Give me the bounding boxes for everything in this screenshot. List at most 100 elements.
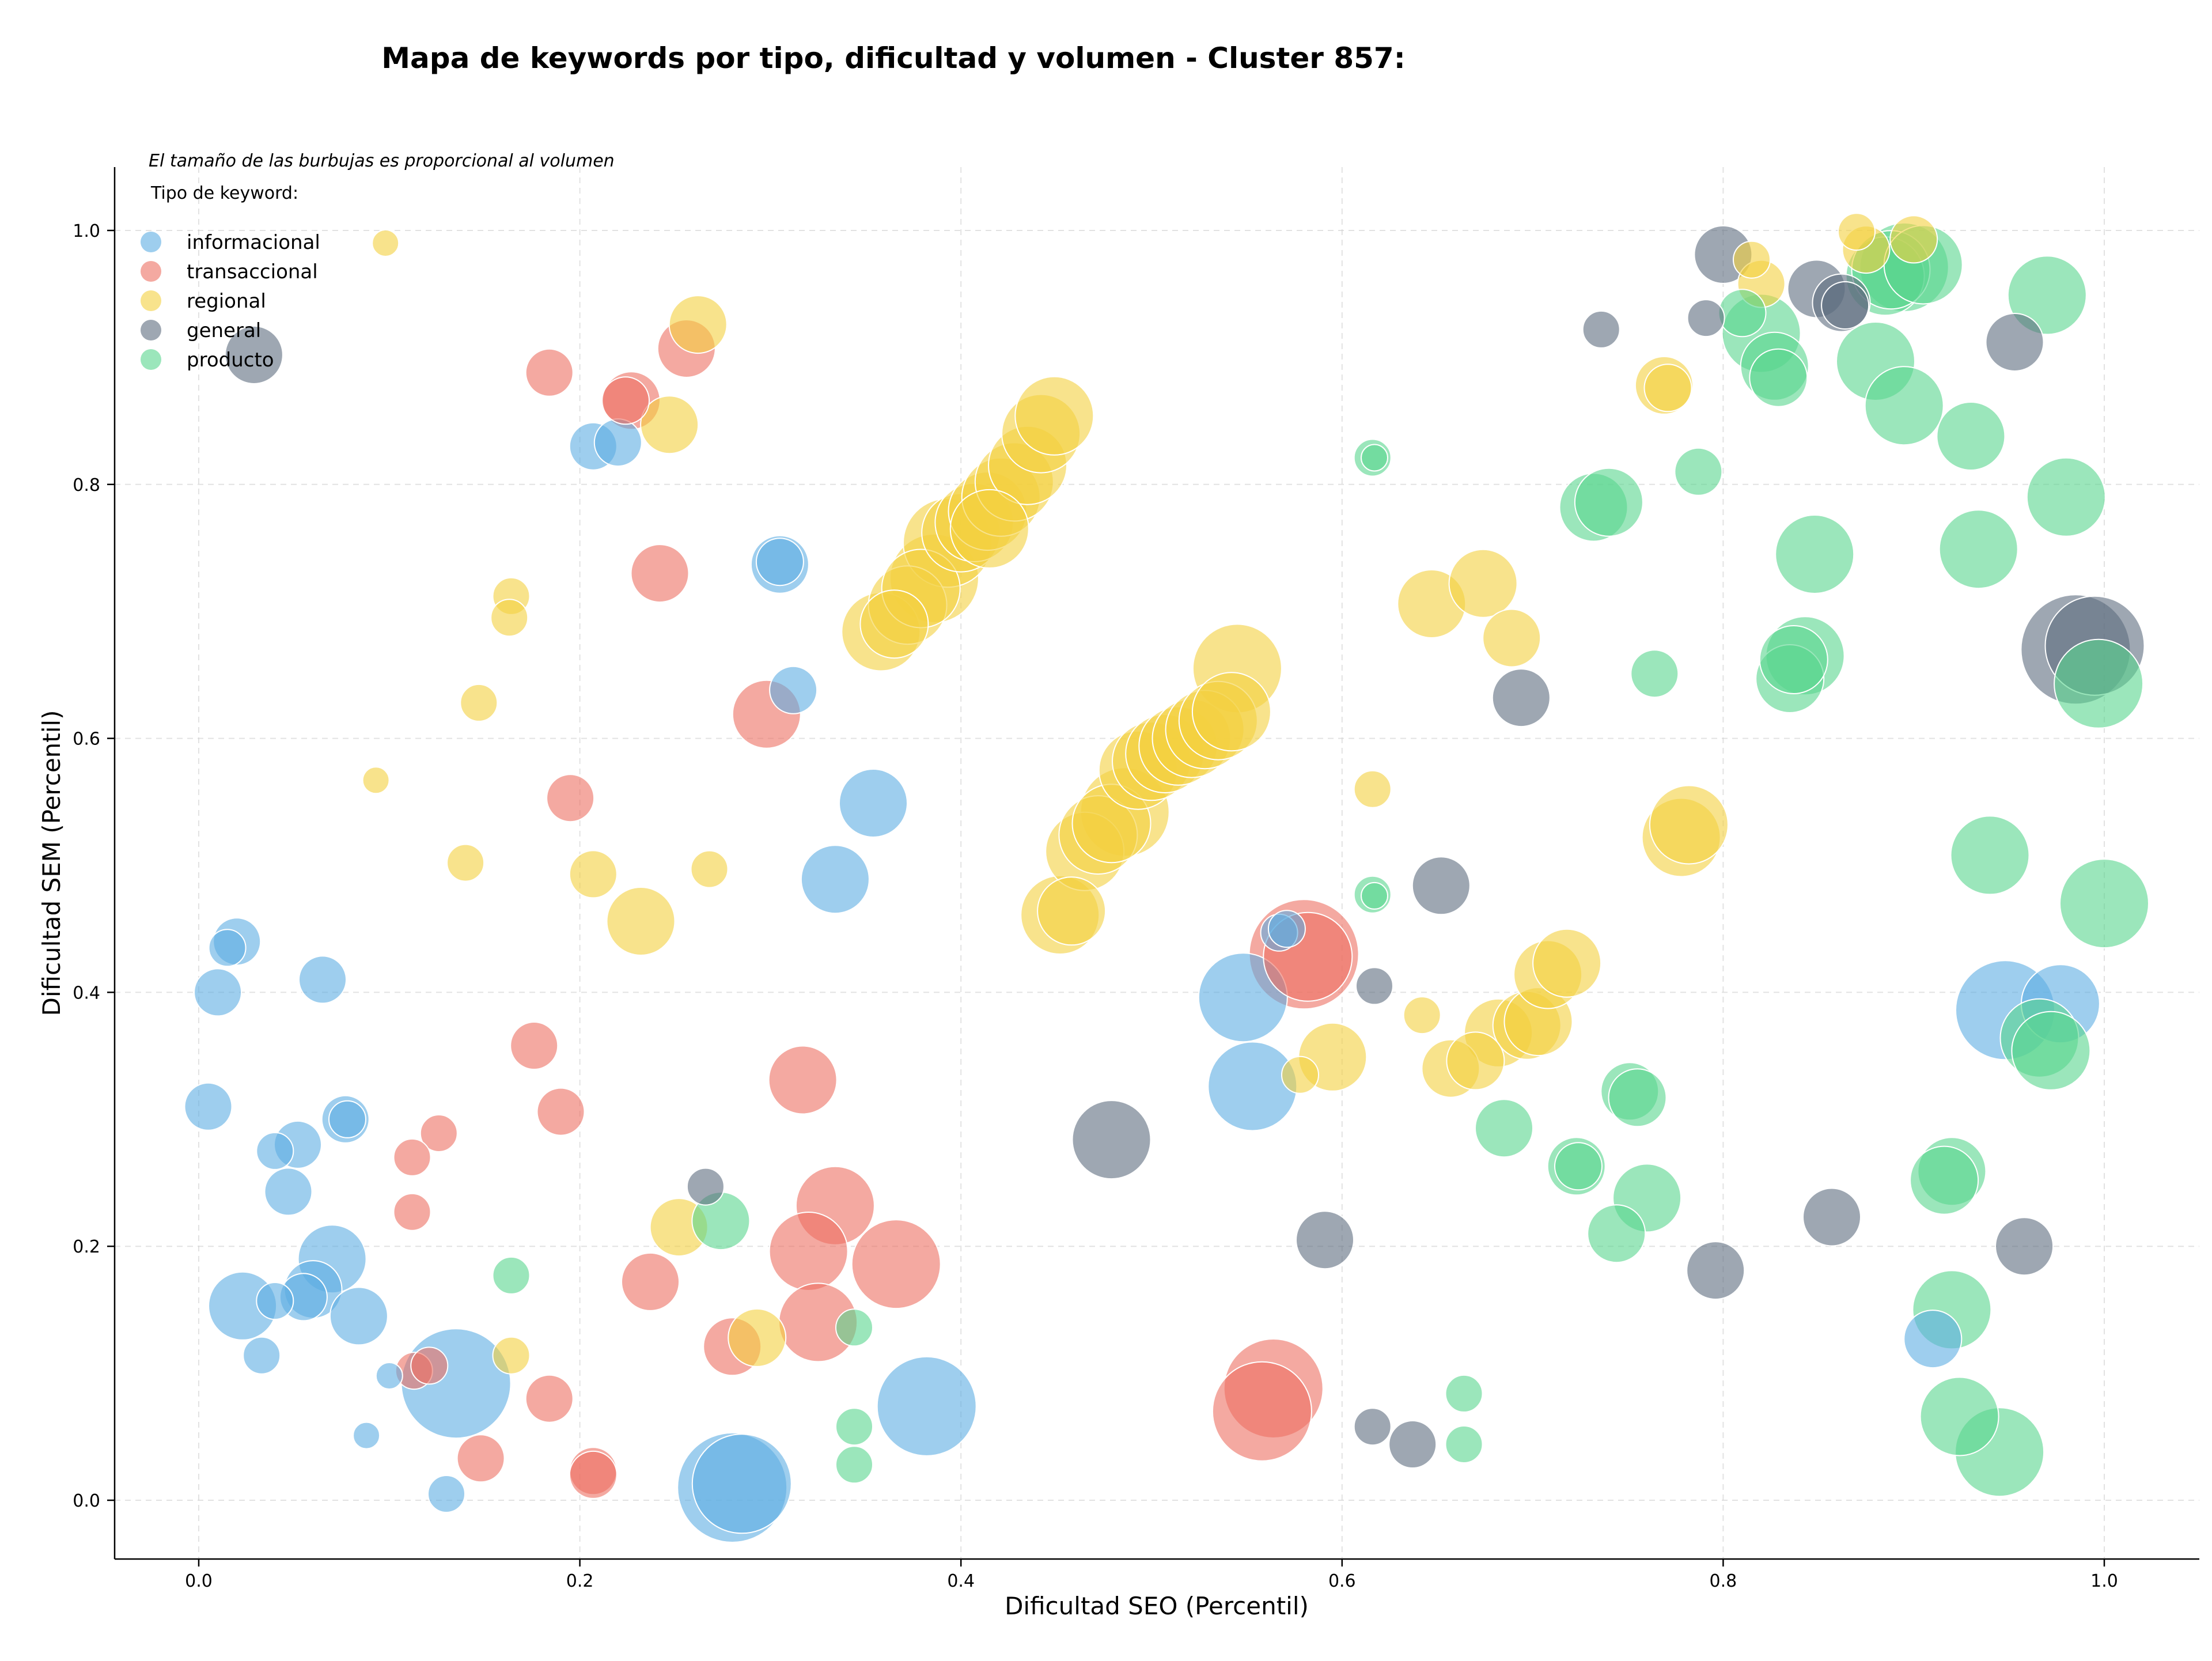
bubble-producto [1919, 1376, 1999, 1456]
bubble-transaccional [546, 774, 595, 823]
chart-title: Mapa de keywords por tipo, dificultad y … [381, 41, 1405, 75]
bubble-regional [1446, 1031, 1505, 1091]
bubble-producto [1554, 1142, 1603, 1191]
y-axis-label: Dificultad SEM (Percentil) [37, 710, 66, 1016]
bubble-general [1687, 299, 1725, 338]
bubble-transaccional [768, 1212, 849, 1291]
bubble-informacional [194, 968, 243, 1017]
bubble-regional [1403, 996, 1441, 1035]
bubble-informacional [1903, 1310, 1963, 1369]
bubble-producto [1361, 444, 1388, 472]
bubble-transaccional [1211, 1361, 1312, 1462]
bubble-regional [1014, 376, 1094, 456]
bubble-informacional [353, 1421, 381, 1450]
bubble-informacional [427, 1475, 465, 1513]
bubble-transaccional [393, 1138, 431, 1176]
bubble-producto [835, 1446, 873, 1484]
legend-label-transaccional: transaccional [187, 260, 318, 283]
legend-marker-producto [141, 349, 161, 370]
bubble-informacional [769, 665, 818, 714]
bubble-transaccional [410, 1346, 449, 1385]
bubble-producto [1630, 649, 1679, 698]
bubble-producto [1608, 1068, 1667, 1127]
legend-marker-transaccional [141, 261, 161, 282]
bubble-informacional [1198, 952, 1288, 1043]
x-axis-label: Dificultad SEO (Percentil) [1005, 1592, 1309, 1620]
bubble-regional [1889, 215, 1938, 264]
bubble-informacional [208, 929, 247, 967]
bubble-informacional [876, 1356, 977, 1456]
y-tick-label: 0.6 [73, 729, 100, 750]
bubble-regional [1281, 1055, 1319, 1094]
legend-label-producto: producto [187, 349, 274, 372]
bubble-producto [2054, 638, 2144, 729]
bubble-informacional [755, 538, 804, 587]
bubble-producto [2007, 255, 2087, 335]
bubble-regional [728, 1308, 787, 1367]
bubble-producto [1910, 1145, 1979, 1215]
bubble-general [1353, 1408, 1392, 1446]
bubble-producto [1587, 1204, 1646, 1263]
legend: informacional transaccional regional genera… [141, 231, 320, 372]
bubble-general [1802, 1187, 1861, 1247]
bubble-regional [1191, 672, 1271, 752]
bubble-general [1296, 1210, 1354, 1270]
bubble-transaccional [510, 1021, 559, 1070]
bubble-producto [1936, 402, 2006, 471]
legend-label-general: general [187, 319, 261, 342]
bubble-producto [2026, 457, 2106, 537]
bubble-producto [1674, 447, 1723, 496]
bubble-producto [835, 1308, 873, 1347]
bubble-informacional [839, 769, 908, 838]
bubble-regional [1037, 876, 1107, 946]
bubble-informacional [375, 1362, 403, 1390]
bubble-producto [2059, 858, 2149, 949]
x-tick-label: 0.2 [566, 1571, 594, 1591]
bubble-regional [372, 229, 400, 257]
bubble-regional [1733, 240, 1771, 279]
tick-layer: 0.0 0.2 0.4 0.6 0.8 1.0 0.0 0.2 0.4 0.6 0.8 1.0 [73, 221, 2118, 1591]
bubble-transaccional [536, 1087, 585, 1136]
y-tick-label: 1.0 [73, 221, 100, 241]
bubble-regional [859, 589, 929, 659]
bubble-regional [1649, 785, 1729, 865]
axes-layer [113, 167, 2199, 1560]
bubble-transaccional [419, 1114, 458, 1152]
bubble-general [686, 1167, 725, 1206]
legend-marker-general [141, 320, 161, 340]
x-tick-label: 0.0 [185, 1571, 213, 1591]
bubble-regional [606, 887, 676, 956]
bubble-general [1491, 668, 1551, 728]
bubble-general [1985, 313, 2044, 372]
bubble-transaccional [456, 1434, 505, 1483]
bubble-informacional [1207, 1041, 1298, 1132]
bubble-producto [1864, 366, 1944, 446]
bubble-transaccional [601, 376, 650, 425]
bubble-producto [1445, 1425, 1483, 1463]
bubble-transaccional [525, 348, 574, 397]
bubble-regional [446, 843, 485, 882]
bubble-transaccional [569, 1450, 618, 1499]
bubble-regional [569, 850, 618, 899]
bubble-transaccional [768, 1045, 838, 1115]
bubble-informacional [298, 955, 347, 1004]
bubble-producto [2011, 1011, 2091, 1091]
bubble-general [1411, 856, 1471, 915]
bubble-general [1995, 1217, 2054, 1276]
bubble-producto [1445, 1374, 1483, 1413]
bubble-regional [1532, 928, 1602, 998]
bubble-producto [1574, 467, 1643, 537]
bubble-producto [1938, 509, 2018, 589]
bubble-size-note: El tamaño de las burbujas es proporciona… [149, 151, 615, 171]
legend-marker-informacional [141, 232, 161, 252]
bubble-informacional [243, 1336, 281, 1375]
bubble-regional [460, 683, 498, 722]
bubble-regional [1482, 608, 1541, 668]
bubble-informacional [593, 418, 642, 467]
bubble-regional [1353, 770, 1392, 808]
bubble-transaccional [393, 1193, 431, 1231]
bubble-regional [690, 850, 729, 888]
bubble-transaccional [621, 1252, 680, 1311]
